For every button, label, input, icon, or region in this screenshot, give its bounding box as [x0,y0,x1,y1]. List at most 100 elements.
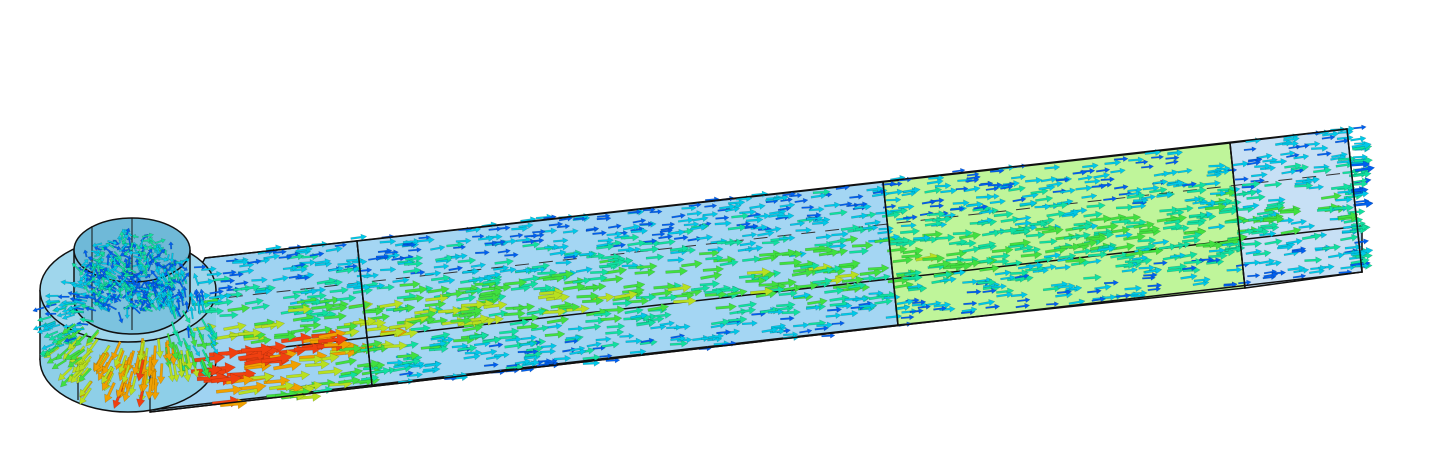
velocity-arrow [1012,196,1027,203]
velocity-arrow [700,271,723,281]
velocity-arrow [767,308,784,316]
velocity-arrow [899,227,921,236]
velocity-arrow [1337,211,1359,221]
velocity-arrow [83,285,91,294]
velocity-arrow [406,371,424,379]
velocity-arrow [1322,243,1342,252]
velocity-arrow [1015,303,1031,309]
velocity-arrow [651,288,673,298]
velocity-arrow [139,286,150,293]
velocity-arrow [807,297,828,306]
velocity-arrow [1139,225,1161,234]
velocity-arrow [142,244,148,250]
velocity-arrow [68,308,84,315]
velocity-arrow [401,357,421,366]
velocity-arrow [499,266,517,274]
velocity-arrow [829,242,847,250]
velocity-arrow [1308,184,1325,191]
velocity-arrow [137,250,144,259]
velocity-arrow [57,293,70,300]
velocity-arrow [579,250,595,258]
velocity-arrow [1115,231,1134,239]
velocity-arrow [188,305,195,320]
velocity-arrow [121,237,128,245]
velocity-arrow [149,278,161,287]
velocity-arrow [651,231,666,238]
velocity-arrow [298,354,324,365]
velocity-arrow [665,266,689,276]
velocity-arrow [719,259,739,267]
velocity-arrow [896,298,915,306]
velocity-arrow [1162,222,1184,231]
velocity-arrow [585,282,607,291]
velocity-arrow [175,297,182,310]
velocity-arrow [688,202,702,208]
velocity-arrow [1108,226,1131,235]
velocity-arrow [597,237,614,244]
velocity-arrow [181,265,188,272]
velocity-arrow [540,342,558,350]
velocity-arrow [208,346,241,360]
velocity-arrow [1243,146,1257,152]
velocity-arrow [519,340,537,348]
velocity-arrow [812,188,831,196]
velocity-arrow [177,358,186,379]
velocity-arrow [829,209,848,217]
velocity-arrow [427,285,450,295]
velocity-arrow [903,186,921,194]
velocity-arrow [79,266,87,276]
velocity-arrow [965,201,984,209]
velocity-arrow [524,348,539,355]
velocity-arrow [678,246,697,254]
velocity-arrow [601,341,620,349]
velocity-arrow [1259,230,1277,238]
velocity-arrow [124,228,133,237]
velocity-arrow [239,262,255,269]
velocity-arrow [695,234,714,242]
velocity-arrow [250,336,272,345]
velocity-arrow [1113,242,1136,252]
velocity-arrow [799,328,813,334]
velocity-arrow [962,245,981,254]
velocity-arrow [175,306,182,318]
velocity-arrow [622,223,641,231]
velocity-arrow [704,287,724,296]
velocity-arrow [1264,180,1283,189]
velocity-arrow [738,272,759,281]
velocity-arrow [518,280,539,289]
velocity-arrow [745,244,764,252]
velocity-arrow [431,331,451,340]
velocity-arrow [448,265,464,272]
velocity-arrow [917,304,932,310]
velocity-arrow [750,286,774,297]
velocity-arrow [872,273,891,281]
velocity-vectors [32,124,1376,410]
velocity-arrow [1208,247,1226,254]
velocity-arrow [105,253,111,266]
velocity-arrow [677,336,693,344]
velocity-arrow [232,258,250,266]
velocity-arrow [405,254,424,263]
velocity-arrow [859,267,883,278]
velocity-arrow [206,270,223,278]
velocity-arrow [360,318,387,329]
velocity-arrow [981,229,1002,238]
velocity-arrow [806,212,822,219]
velocity-arrow [778,234,796,242]
velocity-arrow [94,245,102,252]
velocity-arrow [350,233,368,241]
velocity-arrow [789,220,806,227]
velocity-arrow [952,199,970,207]
velocity-arrow [128,375,138,396]
velocity-arrow [462,267,480,275]
velocity-arrow [1042,284,1062,293]
velocity-arrow [839,201,853,207]
velocity-arrow [1313,166,1332,175]
velocity-arrow [1115,203,1135,212]
velocity-arrow [134,258,141,266]
velocity-arrow [639,245,660,254]
velocity-arrow [156,248,166,258]
velocity-arrow [793,291,811,300]
velocity-arrow [1104,159,1122,167]
velocity-arrow [745,216,764,224]
